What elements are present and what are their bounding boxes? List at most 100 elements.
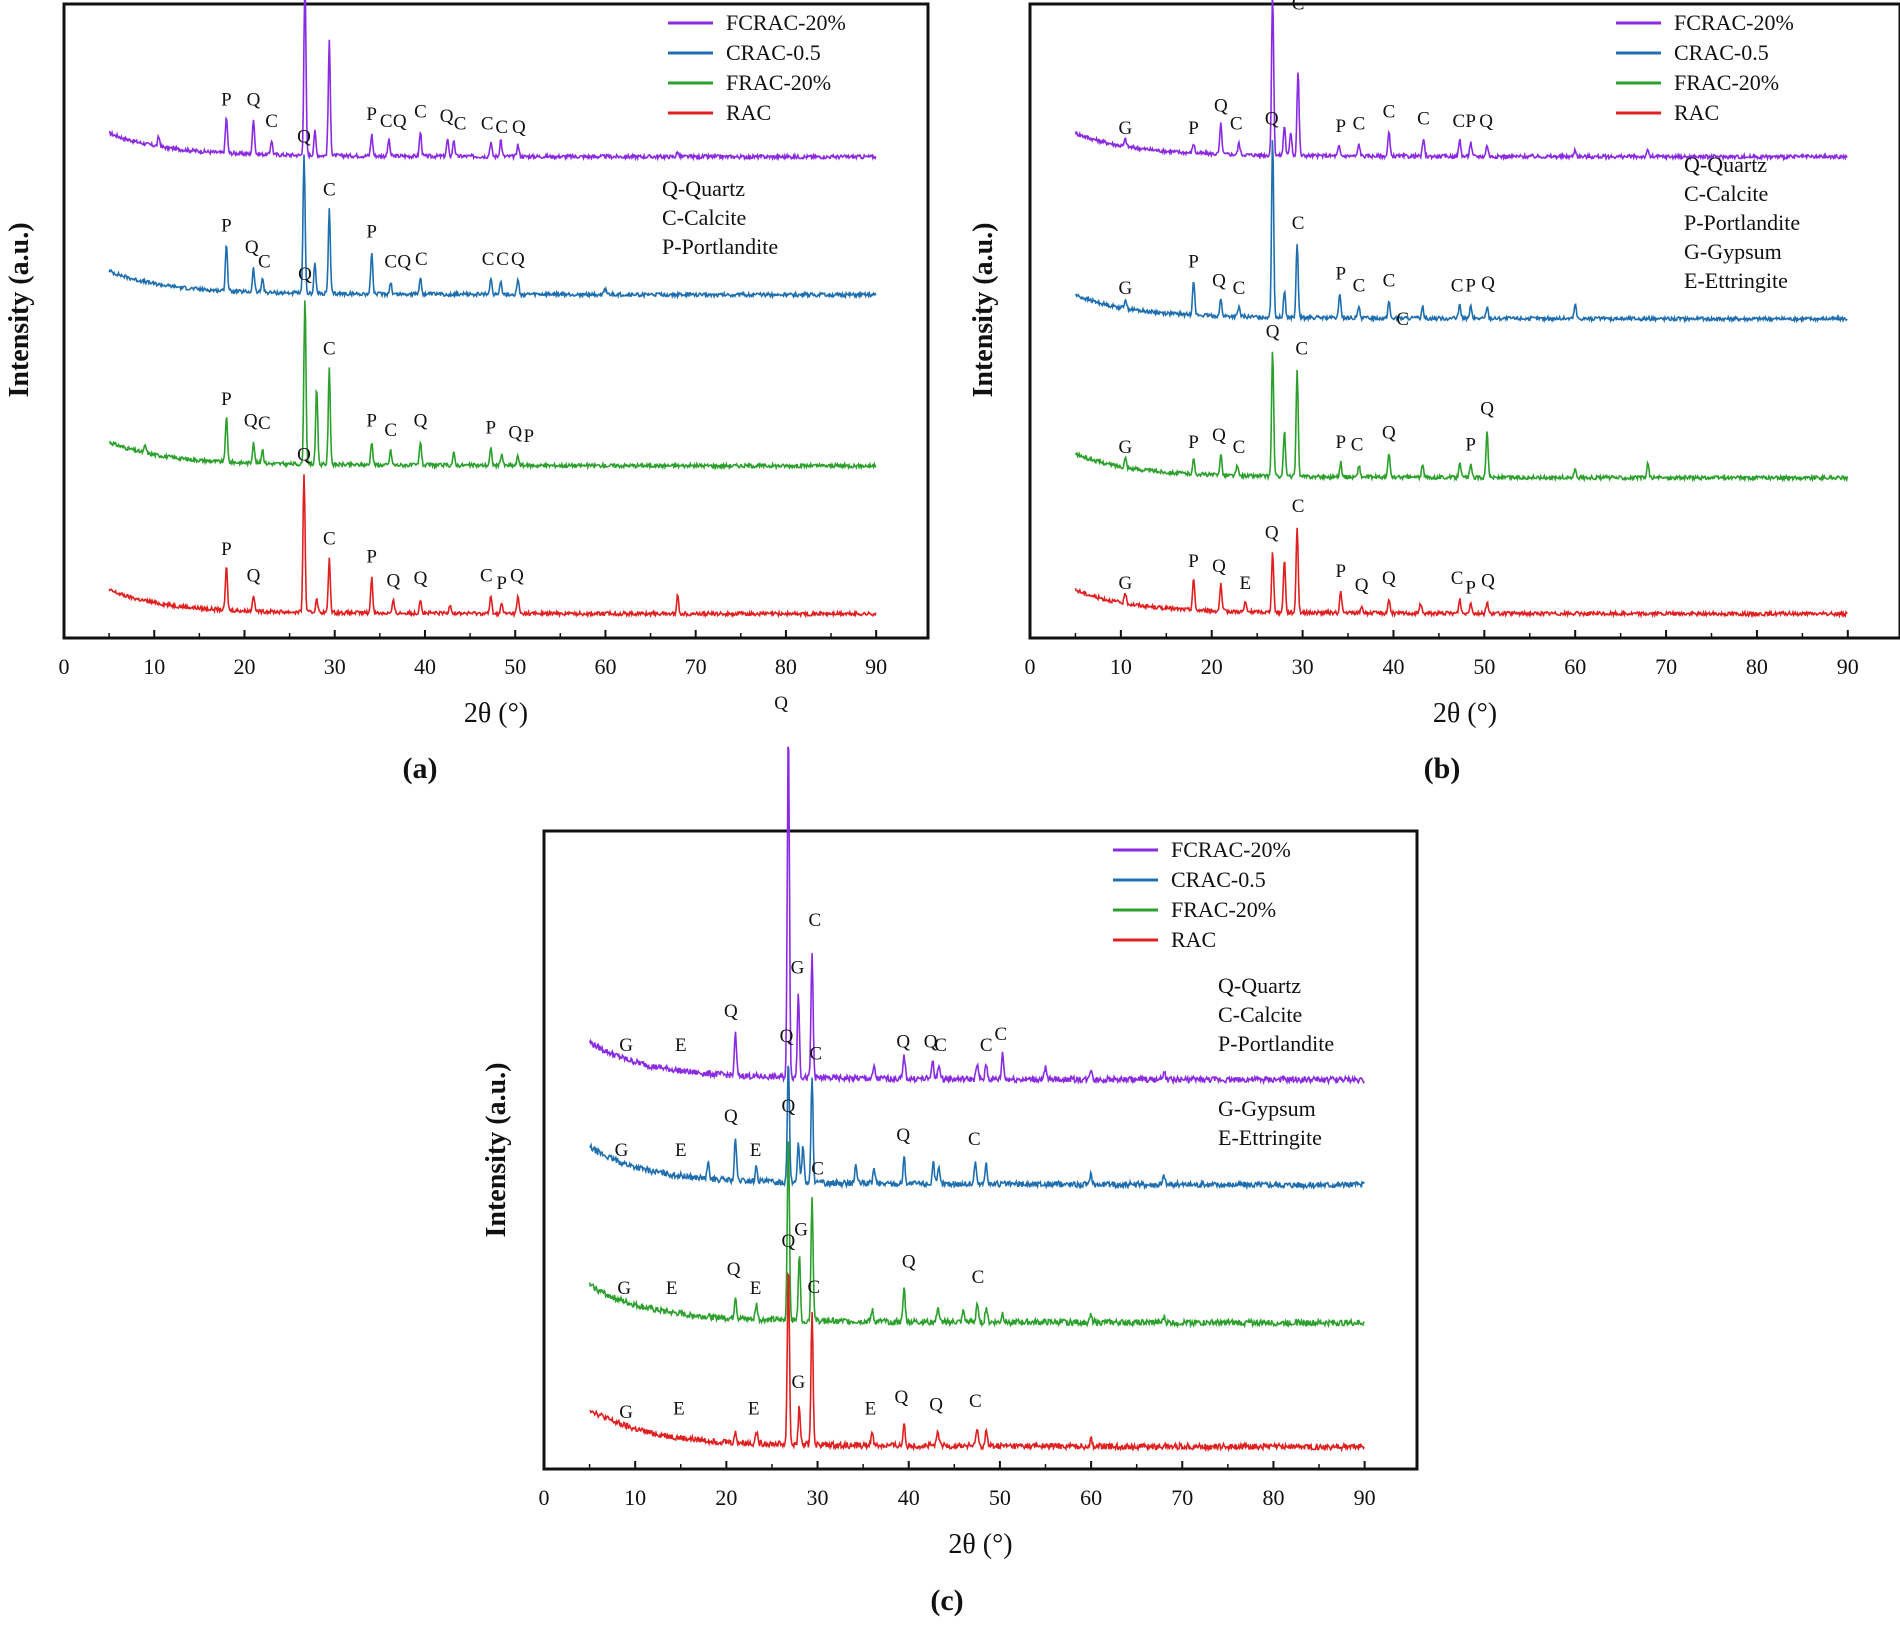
peak-label: G — [1119, 573, 1133, 594]
x-tick-label: 40 — [1382, 654, 1404, 679]
peak-label: Q — [896, 1125, 910, 1146]
mineral-key-item: P-Portlandite — [1684, 210, 1800, 235]
peak-label: G — [794, 1219, 808, 1240]
peak-label: G — [1119, 118, 1133, 139]
peak-label: C — [415, 249, 428, 270]
x-tick-label: 70 — [1655, 654, 1677, 679]
peak-label: G — [1119, 278, 1133, 299]
peak-label: G — [615, 1140, 629, 1161]
peak-label: Q — [1479, 111, 1493, 132]
series-line-fcrac-20- — [108, 0, 877, 162]
mineral-key-item: C-Calcite — [662, 205, 746, 230]
mineral-key-item: P-Portlandite — [1218, 1031, 1334, 1056]
x-tick-label: 60 — [1564, 654, 1586, 679]
peak-label: P — [1188, 551, 1199, 572]
peak-label: Q — [1214, 95, 1228, 116]
peak-label: C — [968, 1129, 981, 1150]
peak-label: G — [1119, 437, 1133, 458]
peak-label: Q — [924, 1031, 938, 1052]
peak-label: P — [366, 104, 377, 125]
x-tick-label: 90 — [865, 654, 887, 679]
peak-label: Q — [1212, 271, 1226, 292]
peak-label: E — [750, 1278, 762, 1299]
peak-label: C — [1451, 275, 1464, 296]
legend-label: CRAC-0.5 — [1674, 40, 1769, 65]
peak-label: P — [486, 418, 497, 439]
panel-label: (a) — [403, 752, 438, 785]
mineral-key-item: G-Gypsum — [1218, 1096, 1316, 1121]
series-line-fcrac-20- — [588, 746, 1365, 1086]
peak-label: P — [523, 426, 534, 447]
peak-label: E — [748, 1398, 760, 1419]
peak-label: C — [1292, 496, 1305, 517]
peak-label: C — [1292, 213, 1305, 234]
peak-label: E — [666, 1278, 678, 1299]
peak-label: C — [1351, 434, 1364, 455]
x-tick-label: 90 — [1837, 654, 1859, 679]
peak-label: P — [221, 89, 232, 110]
peak-label: Q — [508, 422, 522, 443]
mineral-key-item: Q-Quartz — [662, 176, 745, 201]
peak-label: G — [619, 1402, 633, 1423]
x-tick-label: 50 — [1473, 654, 1495, 679]
legend-label: FRAC-20% — [1171, 897, 1276, 922]
peak-label: Q — [414, 410, 428, 431]
x-tick-label: 80 — [775, 654, 797, 679]
peak-label: Q — [414, 568, 428, 589]
peak-label: Q — [247, 89, 261, 110]
peak-label: P — [221, 389, 232, 410]
legend-label: FCRAC-20% — [1674, 10, 1794, 35]
peak-label: P — [366, 410, 377, 431]
mineral-key-item: G-Gypsum — [1684, 239, 1782, 264]
peak-label: C — [980, 1035, 993, 1056]
peak-label: Q — [511, 249, 525, 270]
peak-label: C — [1417, 109, 1430, 130]
x-tick-label: 80 — [1262, 1485, 1284, 1510]
legend-label: FRAC-20% — [726, 70, 831, 95]
peak-label: P — [366, 221, 377, 242]
panel-label: (b) — [1424, 752, 1461, 785]
x-tick-label: 30 — [1292, 654, 1314, 679]
x-tick-label: 90 — [1354, 1485, 1376, 1510]
peak-label: Q — [245, 237, 259, 258]
peak-label: G — [619, 1035, 633, 1056]
peak-label: C — [414, 101, 427, 122]
peak-label: Q — [297, 127, 311, 148]
peak-label: Q — [1212, 556, 1226, 577]
legend-label: FRAC-20% — [1674, 70, 1779, 95]
legend-label: RAC — [1171, 927, 1216, 952]
peak-label: P — [221, 215, 232, 236]
peak-label: C — [811, 1159, 824, 1180]
mineral-key-item: P-Portlandite — [662, 234, 778, 259]
x-tick-label: 60 — [594, 654, 616, 679]
plot-frame — [62, 2, 930, 640]
peak-label: Q — [393, 111, 407, 132]
x-tick-label: 60 — [1080, 1485, 1102, 1510]
plot-frame — [542, 829, 1419, 1471]
plot-frame — [1028, 2, 1900, 640]
legend-label: CRAC-0.5 — [726, 40, 821, 65]
peak-label: E — [673, 1398, 685, 1419]
peak-label: Q — [1355, 575, 1369, 596]
peak-label: Q — [1266, 322, 1280, 343]
peak-label: P — [1188, 251, 1199, 272]
peak-label: C — [1453, 111, 1466, 132]
peak-label: C — [384, 420, 397, 441]
peak-label: P — [1188, 118, 1199, 139]
peak-label: C — [1451, 568, 1464, 589]
y-axis-title: Intensity (a.u.) — [968, 222, 999, 397]
peak-label: C — [1230, 113, 1243, 134]
y-axis-title: Intensity (a.u.) — [4, 222, 35, 397]
peak-label: C — [1383, 271, 1396, 292]
peak-label: Q — [1212, 425, 1226, 446]
peak-label: C — [1233, 278, 1246, 299]
peak-label: Q — [1265, 522, 1279, 543]
peak-label: Q — [387, 570, 401, 591]
peak-label: Q — [780, 1026, 794, 1047]
peak-label: C — [808, 910, 821, 931]
x-tick-label: 30 — [807, 1485, 829, 1510]
x-axis-title: 2θ (°) — [1433, 698, 1497, 729]
x-tick-label: 0 — [539, 1485, 550, 1510]
peak-label: Q — [895, 1387, 909, 1408]
peak-label: P — [1335, 116, 1346, 137]
